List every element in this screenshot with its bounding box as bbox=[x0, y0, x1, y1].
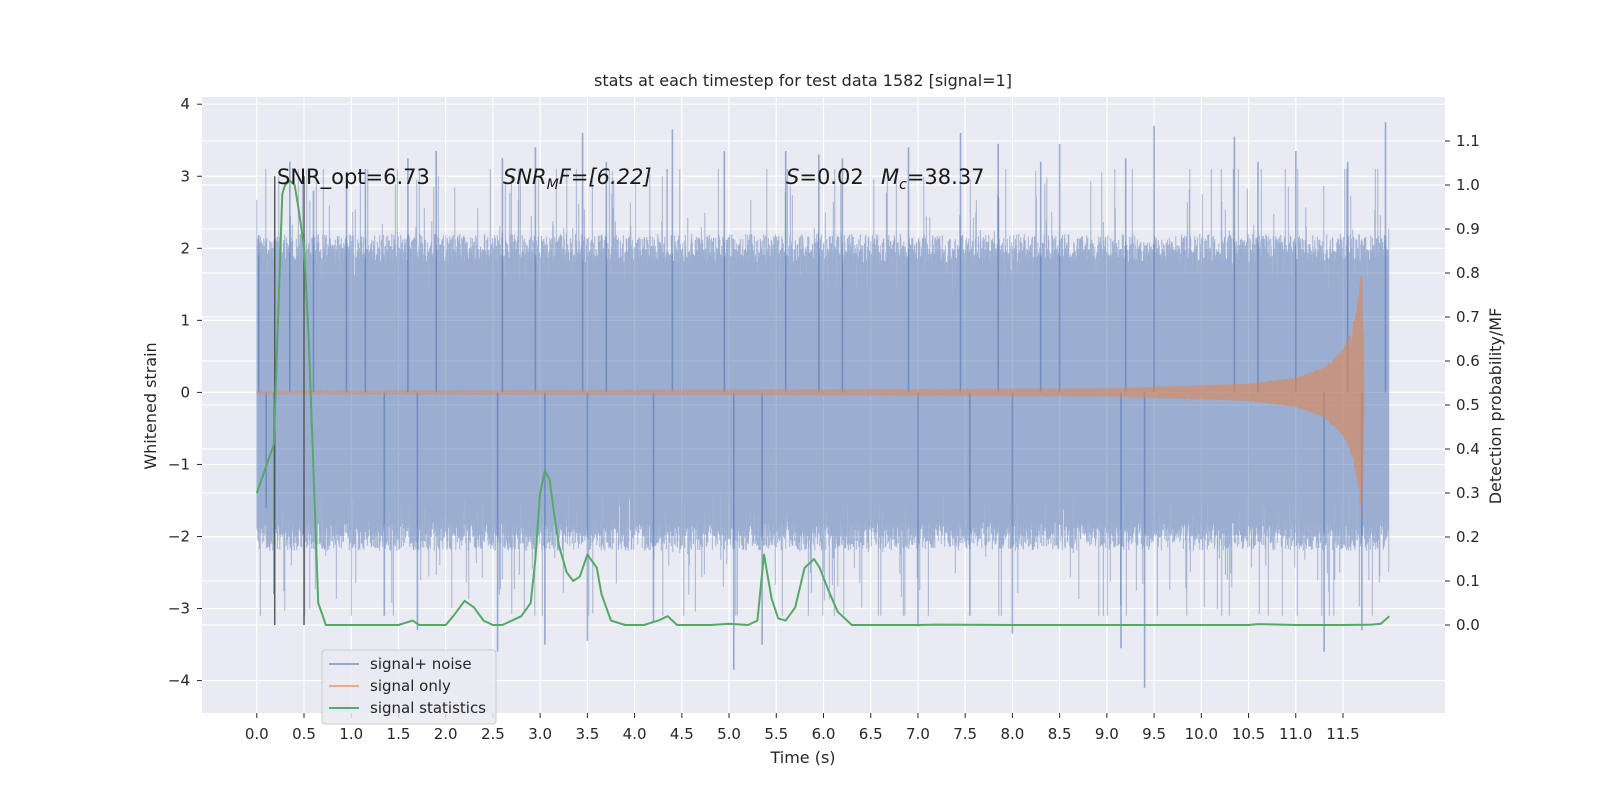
x-tick-label: 5.0 bbox=[717, 725, 741, 743]
signal-statistics-series bbox=[255, 179, 1390, 626]
x-tick-label: 2.5 bbox=[481, 725, 505, 743]
y-left-tick-label: 4 bbox=[180, 95, 190, 113]
x-tick-label: 8.0 bbox=[1000, 725, 1024, 743]
y-left-tick-label: 3 bbox=[180, 167, 190, 185]
noise-spikes bbox=[257, 122, 1387, 688]
y-axis-left-label: Whitened strain bbox=[141, 342, 160, 469]
s-value: =0.02 bbox=[799, 165, 863, 189]
x-tick-label: 8.5 bbox=[1048, 725, 1072, 743]
x-tick-label: 6.5 bbox=[859, 725, 883, 743]
y-right-tick-label: 0.2 bbox=[1456, 528, 1480, 546]
snr-mf-prefix: SNR bbox=[503, 165, 547, 189]
y-right-tick-label: 0.8 bbox=[1456, 264, 1480, 282]
mc-value: =38.37 bbox=[907, 165, 985, 189]
y-left-tick-label: −2 bbox=[168, 527, 190, 545]
legend-box bbox=[321, 649, 497, 725]
legend: signal+ noise signal only signal statist… bbox=[321, 649, 497, 725]
x-tick-label: 9.5 bbox=[1142, 725, 1166, 743]
y-right-tick-label: 0.1 bbox=[1456, 572, 1480, 590]
snr-mf-subscript: M bbox=[547, 177, 559, 193]
y-right-tick-label: 0.3 bbox=[1456, 484, 1480, 502]
y-left-tick-label: −1 bbox=[168, 455, 190, 473]
y-left-tick-label: −3 bbox=[168, 600, 190, 618]
chart-title: stats at each timestep for test data 158… bbox=[594, 71, 1012, 90]
mc-symbol: M bbox=[881, 165, 899, 189]
mc-annotation: Mc=38.37 bbox=[881, 165, 985, 193]
x-tick-label: 7.5 bbox=[953, 725, 977, 743]
y-right-tick-label: 1.1 bbox=[1456, 132, 1480, 150]
s-symbol: S bbox=[786, 165, 799, 189]
y-right-tick-label: 0.7 bbox=[1456, 308, 1480, 326]
x-axis-label: Time (s) bbox=[769, 748, 835, 767]
y-right-tick-label: 0.0 bbox=[1456, 616, 1480, 634]
y-left-tick-label: 1 bbox=[180, 311, 190, 329]
x-tick-label: 4.0 bbox=[623, 725, 647, 743]
mc-subscript: c bbox=[899, 177, 907, 193]
x-tick-label: 0.5 bbox=[292, 725, 316, 743]
y-right-tick-label: 1.0 bbox=[1456, 176, 1480, 194]
legend-label-noise: signal+ noise bbox=[370, 655, 472, 673]
snr-mf-annotation: SNRMF=[6.22] bbox=[503, 165, 652, 193]
signal-chirp bbox=[256, 276, 1365, 516]
x-tick-label: 5.5 bbox=[764, 725, 788, 743]
snr-mf-rest: F=[6.22] bbox=[559, 165, 652, 189]
y-right-tick-label: 0.5 bbox=[1456, 396, 1480, 414]
y-right-tick-label: 0.4 bbox=[1456, 440, 1480, 458]
x-tick-label: 1.5 bbox=[387, 725, 411, 743]
x-tick-label: 9.0 bbox=[1095, 725, 1119, 743]
axes: 0.0 0.5 1.0 1.5 2.0 2.5 3.0 3.5 4.0 4.5 5.0 5.5 6.0 6… bbox=[168, 95, 1480, 743]
snr-opt-annotation: SNR_opt=6.73 bbox=[277, 165, 430, 190]
statistics-line bbox=[255, 179, 1390, 626]
x-tick-label: 1.0 bbox=[339, 725, 363, 743]
x-tick-label: 10.0 bbox=[1185, 725, 1218, 743]
legend-label-statistics: signal statistics bbox=[370, 699, 486, 717]
noise-band bbox=[256, 169, 1390, 616]
x-tick-label: 11.0 bbox=[1279, 725, 1312, 743]
signal-only-series bbox=[256, 276, 1365, 516]
y-right-tick-label: 0.9 bbox=[1456, 220, 1480, 238]
y-left-tick-label: 2 bbox=[180, 239, 190, 257]
s-annotation: S=0.02 bbox=[786, 165, 864, 189]
x-tick-label: 4.5 bbox=[670, 725, 694, 743]
y-right-tick-label: 0.6 bbox=[1456, 352, 1480, 370]
x-tick-label: 7.0 bbox=[906, 725, 930, 743]
signal-noise-series bbox=[256, 122, 1390, 688]
legend-label-signal: signal only bbox=[370, 677, 451, 695]
x-tick-label: 3.0 bbox=[528, 725, 552, 743]
x-tick-label: 11.5 bbox=[1326, 725, 1359, 743]
y-axis-right-label: Detection probability/MF bbox=[1486, 308, 1505, 505]
x-tick-label: 6.0 bbox=[812, 725, 836, 743]
x-tick-label: 10.5 bbox=[1232, 725, 1265, 743]
x-tick-label: 2.0 bbox=[434, 725, 458, 743]
x-tick-label: 0.0 bbox=[245, 725, 269, 743]
y-left-tick-label: −4 bbox=[168, 672, 190, 690]
x-tick-label: 3.5 bbox=[575, 725, 599, 743]
y-left-tick-label: 0 bbox=[180, 383, 190, 401]
